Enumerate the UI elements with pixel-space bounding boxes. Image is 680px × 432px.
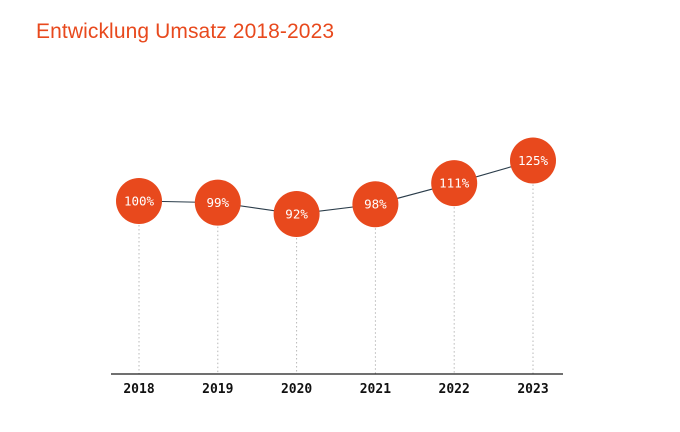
vertical-guides <box>138 160 534 374</box>
chart-title: Entwicklung Umsatz 2018-2023 <box>36 20 335 43</box>
x-tick-2022: 2022 <box>439 382 470 397</box>
data-point-2018 <box>116 178 162 224</box>
x-tick-2023: 2023 <box>517 382 548 397</box>
data-point-2021 <box>352 181 399 228</box>
data-label-2019: 99% <box>207 195 230 210</box>
x-tick-2019: 2019 <box>202 382 233 397</box>
data-point-2020 <box>273 190 320 237</box>
data-label-2021: 98% <box>364 197 387 212</box>
x-tick-2018: 2018 <box>123 382 154 397</box>
data-label-2022: 111% <box>439 176 470 191</box>
x-tick-labels: 2018 2019 2020 2021 2022 2023 <box>123 382 548 397</box>
x-tick-2020: 2020 <box>281 382 312 397</box>
data-point-2019 <box>194 179 241 226</box>
x-tick-2021: 2021 <box>360 382 391 397</box>
data-label-2018: 100% <box>124 194 155 209</box>
data-label-2023: 125% <box>518 153 549 168</box>
data-markers: 100% 99% 92% 98% 111% 125% <box>116 137 556 237</box>
data-point-2023 <box>510 137 556 184</box>
data-label-2020: 92% <box>285 206 308 221</box>
data-point-2022 <box>431 160 478 207</box>
